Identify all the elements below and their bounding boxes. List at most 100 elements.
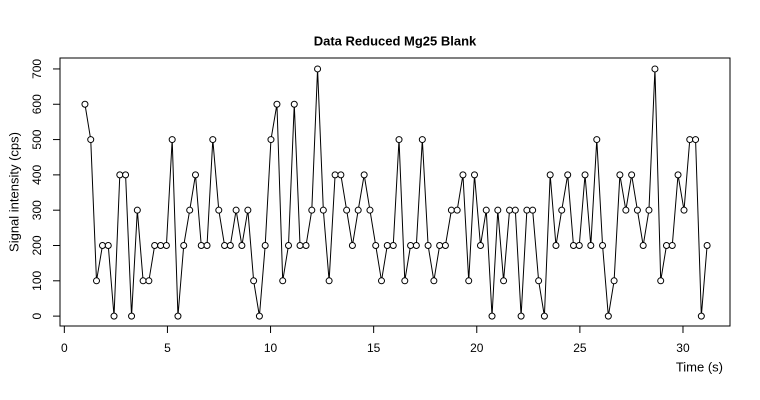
data-point — [436, 241, 444, 249]
data-point — [273, 100, 281, 108]
y-tick-label: 300 — [30, 200, 44, 220]
data-point — [662, 241, 670, 249]
data-point — [197, 241, 205, 249]
y-tick-label: 0 — [30, 312, 44, 319]
plot-box — [59, 57, 731, 327]
data-point — [500, 277, 508, 285]
data-point — [145, 277, 153, 285]
x-axis-label: Time (s) — [676, 359, 723, 374]
data-point — [564, 171, 572, 179]
data-point — [389, 241, 397, 249]
data-point — [314, 65, 322, 73]
data-point — [482, 206, 490, 214]
y-tick-label: 100 — [30, 270, 44, 290]
data-point — [697, 312, 705, 320]
y-tick-label: 200 — [30, 235, 44, 255]
data-point — [407, 241, 415, 249]
data-point — [168, 136, 176, 144]
data-point — [546, 171, 554, 179]
data-point — [401, 277, 409, 285]
data-point — [395, 136, 403, 144]
x-tick-label: 30 — [676, 341, 690, 355]
y-tick-label: 700 — [30, 59, 44, 79]
data-point — [81, 100, 89, 108]
data-point — [447, 206, 455, 214]
data-point — [261, 241, 269, 249]
data-point — [308, 206, 316, 214]
data-point — [128, 312, 136, 320]
data-point — [540, 312, 548, 320]
data-point — [279, 277, 287, 285]
data-point — [517, 312, 525, 320]
data-point — [418, 136, 426, 144]
data-point — [151, 241, 159, 249]
data-point — [157, 241, 165, 249]
data-point — [139, 277, 147, 285]
data-point — [133, 206, 141, 214]
data-point — [87, 136, 95, 144]
y-tick-label: 600 — [30, 94, 44, 114]
data-point — [453, 206, 461, 214]
data-point — [377, 277, 385, 285]
data-point — [575, 241, 583, 249]
data-point — [552, 241, 560, 249]
data-point — [180, 241, 188, 249]
data-point — [354, 206, 362, 214]
data-point — [657, 277, 665, 285]
data-point — [122, 171, 130, 179]
data-point — [593, 136, 601, 144]
data-point — [459, 171, 467, 179]
data-line — [84, 68, 708, 317]
data-point — [604, 312, 612, 320]
data-point — [628, 171, 636, 179]
data-point — [412, 241, 420, 249]
data-point — [337, 171, 345, 179]
data-point — [290, 100, 298, 108]
data-point — [238, 241, 246, 249]
data-point — [523, 206, 531, 214]
data-point — [581, 171, 589, 179]
data-point — [506, 206, 514, 214]
data-point — [616, 171, 624, 179]
y-axis-label: Signal intensity (cps) — [6, 132, 21, 252]
data-point — [494, 206, 502, 214]
data-point — [651, 65, 659, 73]
data-point — [703, 241, 711, 249]
data-point — [529, 206, 537, 214]
data-point — [302, 241, 310, 249]
x-tick-label: 25 — [573, 341, 587, 355]
data-point — [215, 206, 223, 214]
data-point — [680, 206, 688, 214]
x-tick-label: 5 — [164, 341, 171, 355]
data-point — [267, 136, 275, 144]
data-point — [209, 136, 217, 144]
data-point — [535, 277, 543, 285]
data-point — [226, 241, 234, 249]
x-tick-label: 10 — [264, 341, 278, 355]
data-point — [348, 241, 356, 249]
data-point — [104, 241, 112, 249]
data-point — [221, 241, 229, 249]
data-point — [692, 136, 700, 144]
data-point — [558, 206, 566, 214]
data-point — [162, 241, 170, 249]
chart-title: Data Reduced Mg25 Blank — [314, 33, 477, 48]
data-point — [203, 241, 211, 249]
data-point — [191, 171, 199, 179]
data-point — [441, 241, 449, 249]
x-tick-label: 20 — [470, 341, 484, 355]
data-point — [610, 277, 618, 285]
data-point — [186, 206, 194, 214]
data-point — [93, 277, 101, 285]
data-point — [587, 241, 595, 249]
data-point — [116, 171, 124, 179]
data-point — [674, 171, 682, 179]
data-point — [488, 312, 496, 320]
data-point — [343, 206, 351, 214]
y-tick-label: 500 — [30, 129, 44, 149]
data-point — [250, 277, 258, 285]
data-point — [639, 241, 647, 249]
data-point — [668, 241, 676, 249]
